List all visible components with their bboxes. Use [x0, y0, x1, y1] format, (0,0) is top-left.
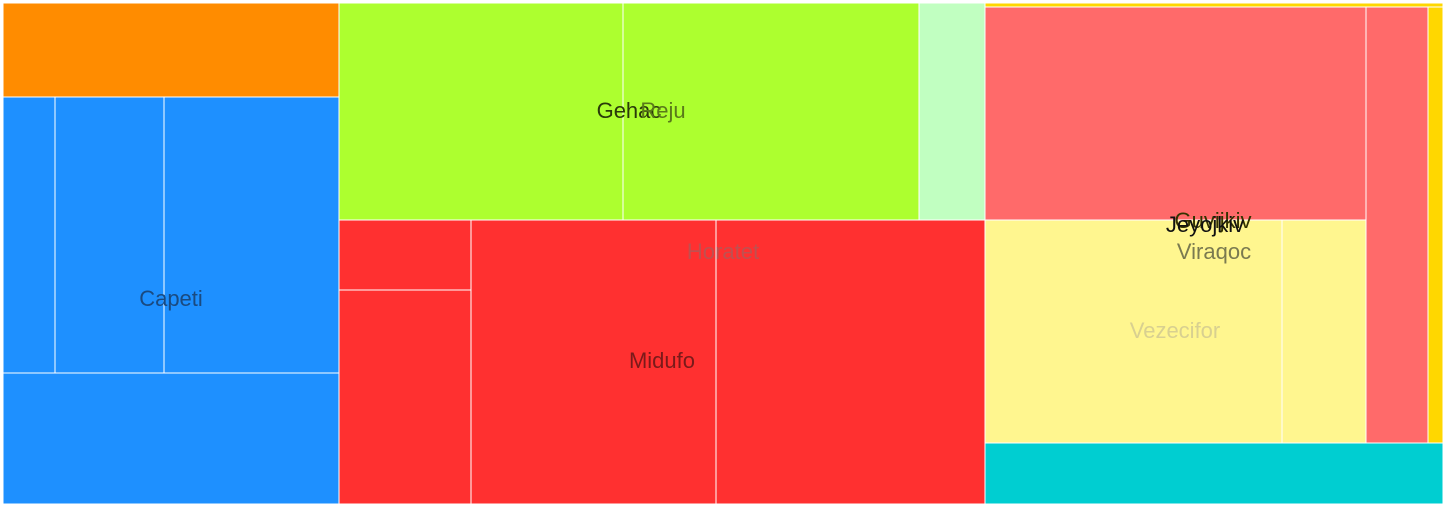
treemap-tile-red-b[interactable]: [338, 289, 472, 505]
treemap-tile-cyan-bottom[interactable]: [984, 442, 1444, 505]
label-reju: Reju: [640, 98, 685, 123]
treemap-tile-red-a[interactable]: [338, 219, 472, 291]
treemap-labels: Capeti Gehac Reju Horatet Midufo Guvijki…: [139, 98, 1251, 373]
treemap-tile-yellow-a[interactable]: [984, 219, 1283, 444]
treemap-tile-coral-strip[interactable]: [1365, 6, 1429, 444]
treemap-tile-red-d[interactable]: [715, 219, 986, 505]
label-guvijkiv: Guvijkiv: [1174, 208, 1251, 233]
label-capeti: Capeti: [139, 286, 203, 311]
treemap-tile-blue-bottom[interactable]: [2, 372, 340, 505]
label-horatet: Horatet: [687, 239, 759, 264]
treemap-tile-blue-c[interactable]: [163, 96, 340, 374]
treemap-tile-orange-top[interactable]: [2, 2, 340, 98]
label-viraqoc: Viraqoc: [1177, 239, 1251, 264]
label-jeyojkiv: Jeyojkiv: [1166, 212, 1244, 237]
treemap-tile-gold-top[interactable]: [984, 2, 1444, 8]
label-gehac: Gehac: [597, 98, 662, 123]
treemap-tile-mint[interactable]: [918, 2, 986, 221]
treemap-tile-gold-right[interactable]: [1427, 6, 1444, 444]
treemap-tile-red-c[interactable]: [470, 219, 717, 505]
treemap-tile-coral-top[interactable]: [984, 6, 1367, 221]
label-midufo: Midufo: [629, 348, 695, 373]
treemap-tile-green-b[interactable]: [622, 2, 920, 221]
treemap-tile-blue-b[interactable]: [54, 96, 165, 374]
label-vezecifor: Vezecifor: [1130, 318, 1221, 343]
treemap-tile-green-a[interactable]: [338, 2, 624, 221]
treemap-tile-blue-a[interactable]: [2, 96, 56, 374]
treemap-tile-yellow-b[interactable]: [1281, 219, 1367, 444]
